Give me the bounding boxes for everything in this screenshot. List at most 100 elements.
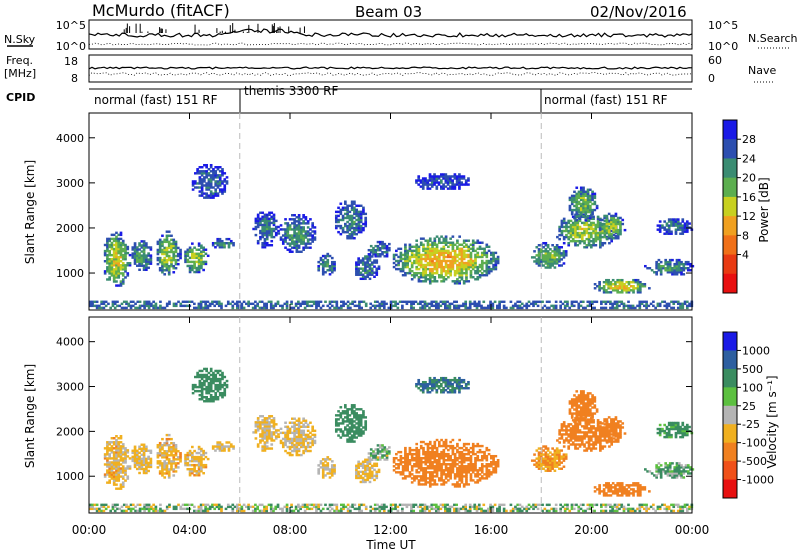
power-cell — [401, 273, 405, 277]
power-cell — [460, 273, 464, 277]
power-cell — [599, 231, 602, 235]
power-cell — [286, 224, 290, 227]
velocity-cell — [135, 453, 139, 457]
power-cell — [633, 306, 637, 310]
power-cell — [389, 300, 393, 304]
power-cell — [437, 259, 441, 263]
velocity-cell — [227, 441, 231, 444]
power-cell — [674, 232, 678, 235]
power-cell — [430, 300, 434, 304]
power-cell — [441, 302, 445, 306]
power-cell — [288, 238, 292, 241]
power-cell — [421, 177, 425, 180]
power-cell — [265, 304, 269, 308]
velocity-cell — [121, 457, 125, 460]
power-cell — [498, 300, 501, 304]
power-cell — [330, 300, 334, 304]
velocity-cell — [259, 423, 262, 426]
velocity-cell — [321, 470, 325, 473]
velocity-cell — [112, 467, 116, 470]
power-cell — [206, 304, 210, 308]
power-cell — [636, 283, 640, 286]
power-cell — [589, 239, 593, 243]
velocity-cell — [200, 381, 204, 385]
power-cell — [191, 264, 194, 268]
power-cell — [368, 277, 372, 281]
velocity-cell — [428, 440, 432, 444]
power-cell — [543, 304, 547, 308]
power-cell — [408, 269, 412, 273]
velocity-cell — [288, 453, 292, 457]
power-cell — [214, 176, 218, 179]
power-cell — [395, 263, 398, 267]
power-cell — [620, 289, 624, 292]
power-cell — [417, 280, 421, 283]
power-cell — [598, 285, 601, 288]
power-cell — [614, 280, 617, 284]
power-cell — [494, 251, 498, 255]
power-cell — [614, 285, 617, 288]
power-cell — [663, 220, 667, 223]
power-cell — [691, 264, 695, 268]
power-cell — [334, 210, 338, 214]
power-cell — [618, 278, 622, 282]
power-cell — [467, 183, 470, 186]
velocity-cell — [197, 463, 201, 467]
velocity-cell — [223, 391, 227, 395]
power-cell — [203, 178, 206, 181]
velocity-cell — [348, 436, 352, 439]
power-cell — [299, 304, 302, 308]
velocity-cell — [431, 456, 434, 460]
velocity-cell — [216, 443, 220, 446]
power-cell — [394, 304, 397, 308]
power-cell — [359, 210, 363, 214]
velocity-cell — [147, 457, 150, 461]
velocity-cell — [355, 472, 358, 476]
velocity-cell — [337, 434, 340, 437]
velocity-cell — [200, 391, 204, 395]
velocity-cell — [272, 417, 276, 420]
power-cell — [378, 242, 382, 246]
power-cell — [576, 231, 580, 235]
velocity-cell — [158, 448, 162, 451]
power-cell — [424, 177, 427, 180]
power-cell — [447, 255, 450, 259]
power-cell — [200, 192, 204, 195]
power-cell — [119, 255, 123, 259]
power-cell — [108, 239, 112, 243]
velocity-cell — [133, 447, 137, 450]
velocity-cell — [108, 457, 112, 460]
power-cell — [456, 267, 459, 271]
power-cell — [291, 228, 294, 231]
velocity-cell — [437, 461, 441, 464]
power-cell — [368, 255, 372, 258]
power-cell — [667, 230, 671, 233]
power-cell — [387, 242, 391, 246]
power-cell — [485, 243, 489, 246]
velocity-cell — [188, 449, 192, 453]
power-cell — [200, 244, 203, 247]
power-cell — [424, 259, 428, 263]
power-cell — [665, 302, 669, 306]
power-cell — [186, 300, 189, 304]
power-cell — [404, 261, 407, 265]
power-cell — [106, 245, 109, 249]
power-cell — [574, 239, 577, 243]
power-cell — [657, 262, 661, 266]
velocity-cell — [145, 457, 148, 461]
power-cell — [453, 175, 457, 178]
power-cell — [200, 266, 203, 270]
power-cell — [458, 177, 461, 180]
power-cell — [607, 228, 611, 232]
power-cell — [284, 230, 287, 233]
power-cell — [465, 276, 468, 279]
velocity-cell — [193, 459, 196, 463]
power-cell — [214, 194, 218, 197]
power-cell — [435, 185, 439, 188]
velocity-cell — [415, 471, 419, 474]
power-cell — [551, 264, 554, 267]
power-cell — [462, 304, 465, 308]
power-cell — [426, 243, 430, 246]
power-cell — [453, 306, 456, 310]
velocity-cell — [133, 453, 137, 457]
